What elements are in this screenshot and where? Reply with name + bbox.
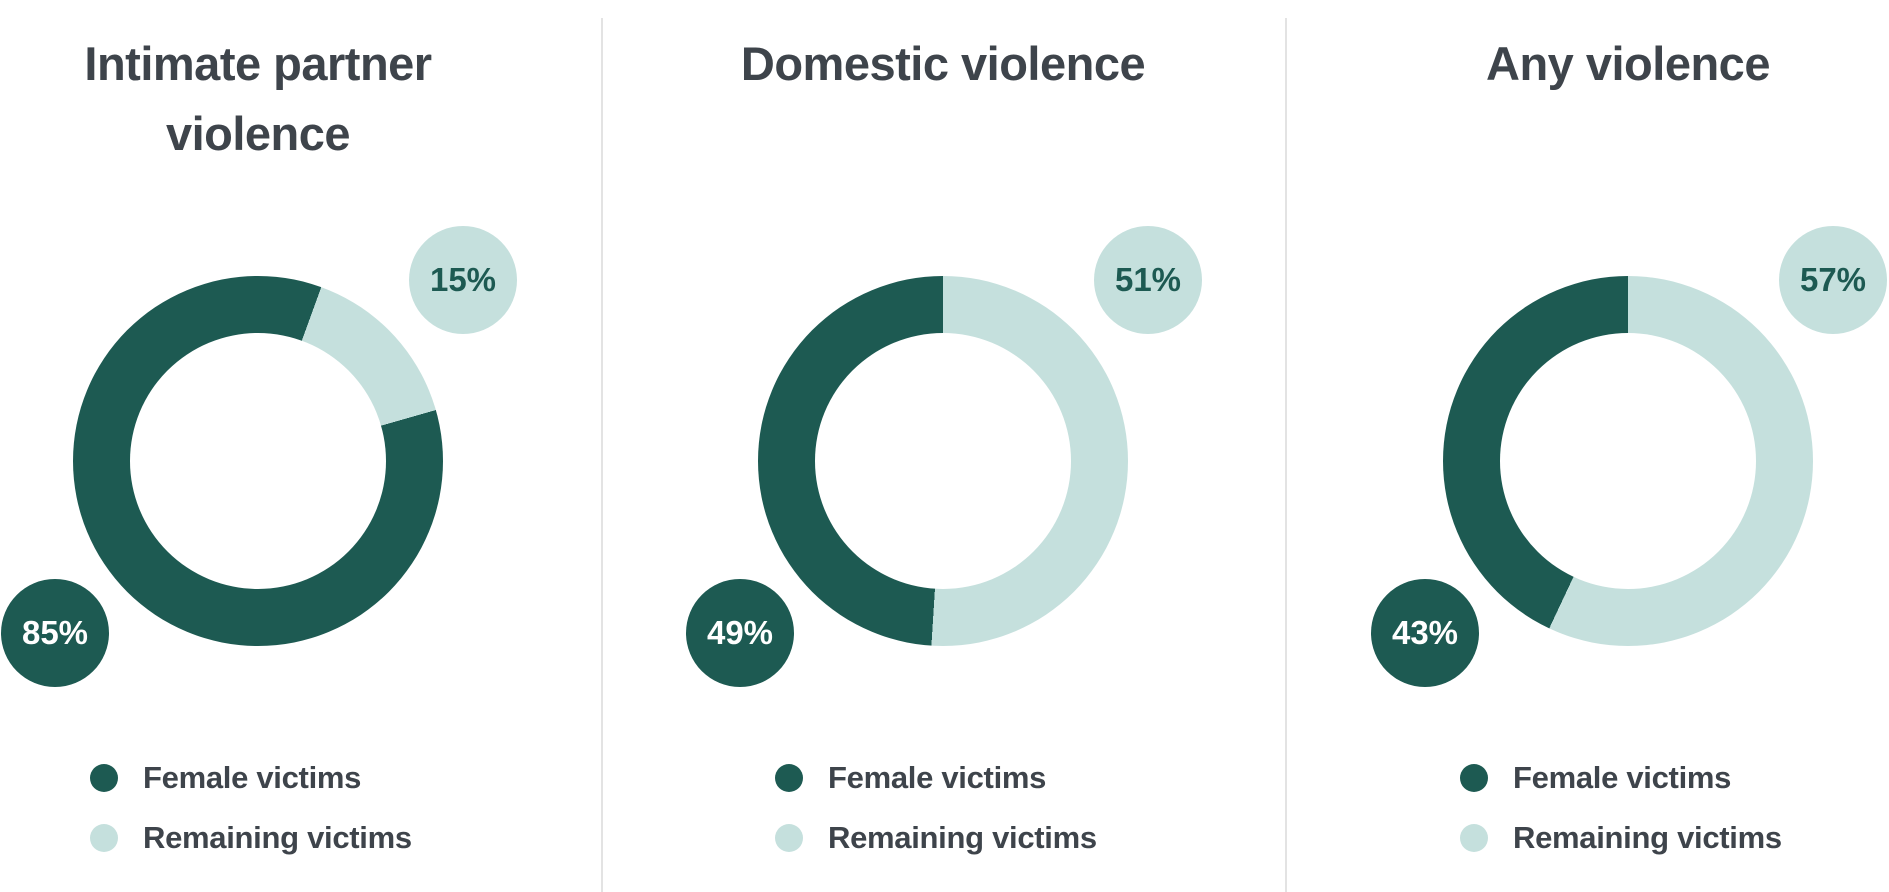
- female-victims-swatch-icon: [775, 764, 803, 792]
- chart-panel-any-violence: Any violence 57% 43% Female victims Rema…: [1368, 0, 1888, 892]
- remaining-victims-swatch-icon: [775, 824, 803, 852]
- remaining-percent-value: 51%: [1114, 261, 1182, 298]
- remaining-percent-value: 57%: [1799, 261, 1867, 298]
- legend: Female victims Remaining victims: [90, 748, 412, 868]
- legend-label: Remaining victims: [143, 820, 412, 855]
- remaining-victims-swatch-icon: [90, 824, 118, 852]
- legend-label: Remaining victims: [1513, 820, 1782, 855]
- legend: Female victims Remaining victims: [1460, 748, 1782, 868]
- callout-bubble-remaining-victims: 57%: [1779, 226, 1887, 334]
- female-percent-value: 43%: [1391, 614, 1459, 651]
- female-victims-swatch-icon: [90, 764, 118, 792]
- callout-bubble-female-victims: 49%: [686, 579, 794, 687]
- legend-item-female-victims: Female victims: [90, 748, 412, 808]
- remaining-percent-value: 15%: [429, 261, 497, 298]
- callout-bubble-female-victims: 43%: [1371, 579, 1479, 687]
- callout-bubble-female-victims: 85%: [1, 579, 109, 687]
- chart-title: Domestic violence: [740, 37, 1146, 90]
- donut-hole: [1500, 333, 1756, 589]
- callout-bubble-remaining-victims: 51%: [1094, 226, 1202, 334]
- legend-item-remaining-victims: Remaining victims: [90, 808, 412, 868]
- legend-label: Remaining victims: [828, 820, 1097, 855]
- chart-panel-intimate-partner-violence: Intimate partner violence 15% 85% Female…: [0, 0, 518, 892]
- legend-label: Female victims: [1513, 760, 1732, 795]
- legend-label: Female victims: [828, 760, 1047, 795]
- chart-panel-domestic-violence: Domestic violence 51% 49% Female victims…: [683, 0, 1203, 892]
- donut-hole: [130, 333, 386, 589]
- remaining-victims-swatch-icon: [1460, 824, 1488, 852]
- female-percent-value: 85%: [21, 614, 89, 651]
- legend-item-female-victims: Female victims: [1460, 748, 1782, 808]
- legend-item-remaining-victims: Remaining victims: [775, 808, 1097, 868]
- legend: Female victims Remaining victims: [775, 748, 1097, 868]
- chart-title: Intimate partner violence: [84, 37, 432, 160]
- female-percent-value: 49%: [706, 614, 774, 651]
- legend-item-remaining-victims: Remaining victims: [1460, 808, 1782, 868]
- panel-divider: [601, 18, 603, 892]
- female-victims-swatch-icon: [1460, 764, 1488, 792]
- legend-item-female-victims: Female victims: [775, 748, 1097, 808]
- donut-hole: [815, 333, 1071, 589]
- panel-divider: [1285, 18, 1287, 892]
- callout-bubble-remaining-victims: 15%: [409, 226, 517, 334]
- legend-label: Female victims: [143, 760, 362, 795]
- chart-title: Any violence: [1486, 37, 1770, 90]
